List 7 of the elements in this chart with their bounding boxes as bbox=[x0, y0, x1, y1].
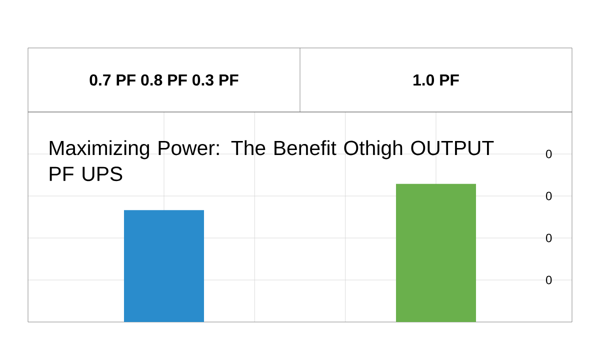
chart-title: Maximizing Power: The Benefit Othigh OUTPUT PF UPS bbox=[50, 140, 494, 182]
annotation: 0 bbox=[546, 276, 552, 284]
x-tick-label: 0.7 PF 0.8 PF 0.3 PF bbox=[90, 74, 238, 86]
text: 0 bbox=[546, 150, 552, 158]
x-tick-label: 1.0 PF bbox=[414, 74, 459, 86]
annotation: 0 bbox=[546, 234, 552, 242]
annotation: 0 bbox=[546, 192, 552, 200]
